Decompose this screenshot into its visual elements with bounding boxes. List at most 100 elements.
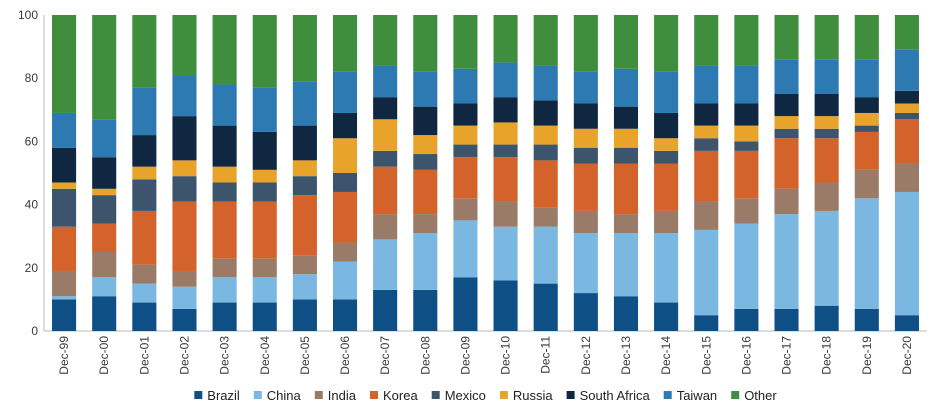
bar-segment-other — [132, 15, 157, 88]
bar-segment-russia — [453, 125, 478, 145]
bar-segment-brazil — [132, 302, 157, 331]
bar-segment-south-africa — [493, 97, 518, 123]
x-tick-label: Dec-10 — [499, 336, 513, 375]
bar-segment-russia — [373, 119, 398, 151]
bar-segment-south-africa — [132, 135, 157, 167]
bar-segment-brazil — [613, 296, 639, 331]
legend-swatch — [499, 391, 508, 399]
bar-segment-south-africa — [654, 112, 679, 139]
bar-segment-india — [654, 210, 679, 234]
x-tick-label: Dec-00 — [97, 336, 111, 375]
bar-segment-taiwan — [252, 87, 277, 132]
legend-item-russia: Russia — [499, 388, 554, 403]
y-tick-label: 0 — [31, 324, 38, 338]
bar-segment-korea — [132, 210, 157, 265]
y-tick-labels: 0 20 40 60 80 100 — [18, 8, 38, 338]
bar-segment-india — [453, 198, 478, 221]
bar-segment-korea — [493, 157, 518, 202]
bar-stack — [453, 15, 478, 331]
legend-label: Russia — [513, 388, 554, 403]
bar-segment-russia — [734, 125, 759, 142]
bar-segment-korea — [814, 138, 839, 183]
bar-segment-india — [573, 210, 598, 234]
x-tick-label: Dec-20 — [900, 336, 914, 375]
bar-segment-south-africa — [694, 103, 719, 126]
bar-stack — [573, 15, 598, 331]
bar-segment-other — [413, 15, 438, 72]
bar-segment-other — [292, 15, 317, 82]
bar-segment-other — [332, 15, 358, 72]
y-tick-label: 100 — [18, 8, 38, 22]
bar-segment-taiwan — [373, 65, 398, 98]
legend-swatch — [731, 391, 740, 399]
legend-label: India — [328, 388, 357, 403]
bar-stack — [774, 15, 799, 331]
bar-segment-taiwan — [573, 71, 598, 104]
legend-item-korea: Korea — [370, 388, 418, 403]
x-tick-label: Dec-19 — [860, 336, 874, 375]
bar-segment-mexico — [533, 144, 558, 161]
bar-segment-taiwan — [413, 71, 438, 107]
bar-segment-korea — [894, 119, 919, 164]
bar-segment-russia — [894, 103, 919, 113]
bar-segment-china — [52, 296, 77, 300]
bar-segment-taiwan — [172, 75, 197, 117]
bar-segment-china — [774, 214, 799, 309]
bar-segment-other — [92, 15, 117, 120]
bar-segment-korea — [413, 169, 438, 215]
bar-segment-taiwan — [734, 65, 759, 104]
bar-segment-brazil — [493, 280, 518, 331]
bar-stack — [533, 15, 558, 331]
bar-segment-korea — [212, 201, 237, 259]
bar-segment-mexico — [373, 150, 398, 167]
bar-segment-south-africa — [774, 94, 799, 117]
x-tick-label: Dec-05 — [298, 336, 312, 375]
bar-segment-korea — [332, 191, 358, 243]
legend: Brazil China India Korea Mexico Russia South A… — [194, 388, 777, 403]
bar-segment-russia — [92, 188, 117, 196]
bar-segment-taiwan — [332, 71, 358, 113]
x-tick-label: Dec-06 — [338, 336, 352, 375]
bar-segment-brazil — [292, 299, 317, 331]
x-tick-label: Dec-08 — [418, 336, 432, 375]
bar-segment-china — [413, 233, 438, 290]
bar-segment-other — [573, 15, 598, 72]
bar-segment-mexico — [694, 138, 719, 151]
bar-segment-south-africa — [533, 100, 558, 126]
bar-segment-india — [132, 264, 157, 284]
bar-stack — [132, 15, 157, 331]
bar-segment-mexico — [292, 176, 317, 196]
bar-segment-other — [453, 15, 478, 69]
bar-segment-russia — [413, 135, 438, 155]
bar-segment-india — [854, 169, 879, 199]
bar-stack — [814, 15, 839, 331]
bar-segment-south-africa — [332, 112, 358, 139]
x-tick-label: Dec-14 — [659, 336, 673, 375]
bar-segment-other — [373, 15, 398, 66]
bar-segment-china — [814, 210, 839, 306]
bar-segment-russia — [212, 166, 237, 183]
bar-segment-south-africa — [252, 131, 277, 170]
bar-segment-south-africa — [172, 116, 197, 161]
y-tick-label: 80 — [25, 71, 39, 85]
bar-segment-brazil — [92, 296, 117, 331]
bar-segment-china — [212, 277, 237, 303]
bar-segment-brazil — [172, 308, 197, 331]
bar-segment-korea — [533, 160, 558, 208]
bar-segment-taiwan — [533, 65, 558, 101]
bar-segment-mexico — [252, 182, 277, 202]
bar-segment-mexico — [52, 188, 77, 227]
x-tick-label: Dec-04 — [258, 336, 272, 375]
bar-segment-brazil — [573, 293, 598, 331]
bar-segment-south-africa — [613, 106, 639, 129]
bar-segment-taiwan — [212, 84, 237, 126]
bar-segment-russia — [814, 116, 839, 129]
bar-segment-russia — [854, 112, 879, 126]
bar-segment-mexico — [814, 128, 839, 139]
legend-label: Brazil — [207, 388, 240, 403]
bar-segment-other — [694, 15, 719, 66]
bar-segment-china — [172, 286, 197, 309]
bar-segment-taiwan — [453, 68, 478, 104]
x-tick-label: Dec-16 — [739, 336, 753, 375]
legend-item-other: Other — [731, 388, 777, 403]
